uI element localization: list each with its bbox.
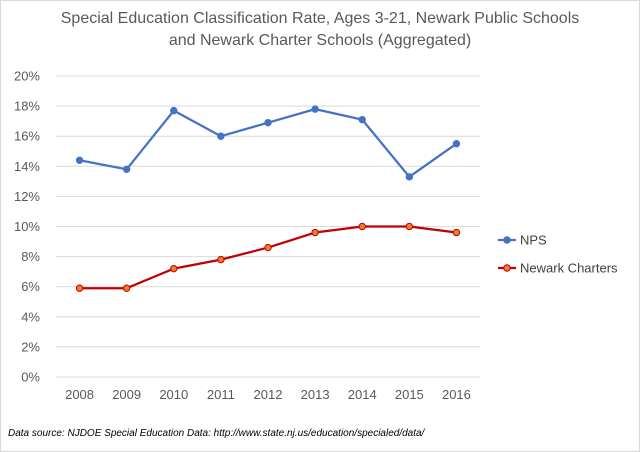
x-tick-label: 2014 [348, 387, 377, 402]
legend-label: NPS [520, 233, 547, 248]
x-tick-label: 2009 [112, 387, 141, 402]
y-tick-label: 10% [14, 219, 40, 234]
chart-title-line-1: Special Education Classification Rate, A… [60, 10, 580, 27]
y-tick-label: 0% [21, 370, 40, 385]
series-layer [75, 105, 461, 292]
source-note: Data source: NJDOE Special Education Dat… [8, 428, 425, 439]
x-tick-label: 2016 [442, 387, 471, 402]
x-tick-label: 2008 [65, 387, 94, 402]
chart-title: Special Education Classification Rate, A… [0, 8, 640, 52]
legend-item: NPS [498, 233, 547, 248]
data-point [75, 156, 84, 164]
x-tick-label: 2011 [207, 387, 235, 402]
data-point [405, 222, 414, 231]
y-tick-label: 18% [14, 99, 40, 114]
data-point [311, 228, 319, 237]
data-point [452, 140, 461, 148]
data-point [217, 255, 225, 264]
data-point [170, 264, 178, 273]
y-tick-label: 4% [21, 309, 40, 324]
x-tick-label: 2012 [254, 387, 283, 402]
y-tick-label: 20% [14, 69, 40, 84]
data-point [358, 222, 366, 231]
legend-item: Newark Charters [498, 261, 618, 276]
series-newark-charters [75, 222, 461, 292]
y-axis-ticks: 0% 2% 4% 6% 8% 10% 12% 14% 16% 18% 20% [14, 69, 40, 385]
data-point [264, 243, 272, 252]
gridlines [56, 75, 480, 378]
x-axis-ticks: 2008 2009 2010 2011 2012 2013 2014 2015 2016 [65, 387, 471, 402]
data-point [217, 132, 225, 140]
legend-swatch-marker [503, 264, 511, 272]
data-point [452, 228, 461, 237]
data-point [311, 105, 319, 113]
x-tick-label: 2013 [301, 387, 330, 402]
y-tick-label: 2% [21, 339, 40, 354]
series-line [79, 225, 457, 290]
chart-title-line-2: and Newark Charter Schools (Aggregated) [168, 32, 472, 49]
x-tick-label: 2015 [395, 387, 424, 402]
y-tick-label: 12% [14, 189, 40, 204]
legend: NPS Newark Charters [498, 233, 618, 276]
x-tick-label: 2010 [159, 387, 188, 402]
data-point [75, 284, 84, 292]
data-point [264, 118, 272, 127]
y-tick-label: 8% [21, 249, 40, 264]
data-point [358, 115, 366, 124]
y-tick-label: 6% [21, 279, 40, 294]
series-nps [75, 105, 461, 181]
data-point [405, 173, 414, 181]
y-tick-label: 14% [14, 159, 40, 174]
legend-label: Newark Charters [520, 261, 618, 276]
data-point [122, 165, 131, 174]
legend-swatch-marker [503, 236, 511, 244]
data-point [170, 106, 178, 115]
y-tick-label: 16% [14, 129, 40, 144]
data-point [122, 284, 131, 292]
